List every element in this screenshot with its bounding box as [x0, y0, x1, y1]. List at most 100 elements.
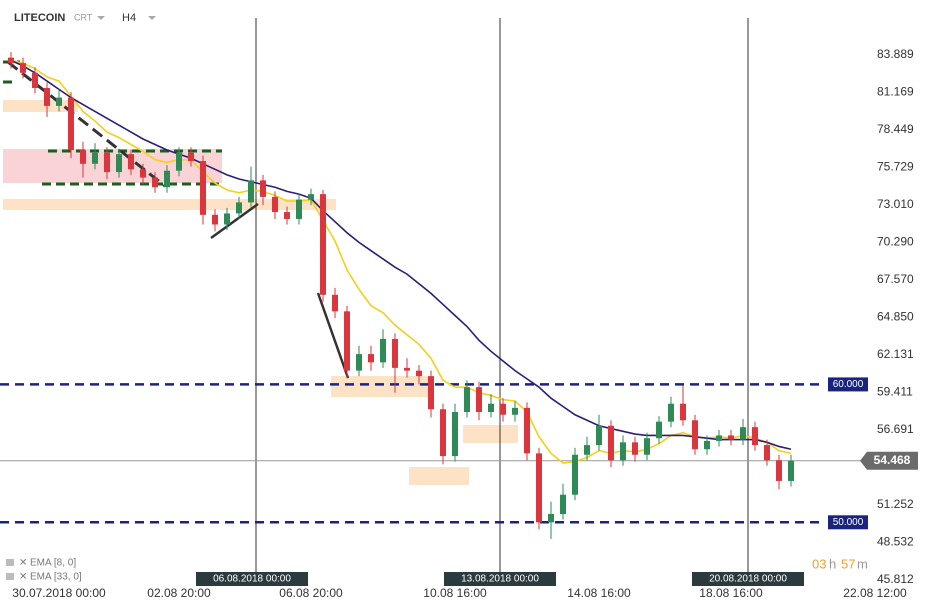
- level-label: 60.000: [833, 379, 864, 390]
- candle-body: [536, 453, 542, 523]
- legend-icon[interactable]: [6, 559, 14, 566]
- last-price-bg: [860, 451, 918, 470]
- trend-line: [7, 60, 166, 188]
- candle-body: [416, 370, 422, 377]
- candle-body: [368, 354, 374, 363]
- timeframe[interactable]: H4: [122, 12, 136, 24]
- y-tick-label: 81.169: [877, 85, 914, 99]
- zone: [3, 199, 336, 210]
- x-tick-label: 30.07.2018 00:00: [12, 586, 106, 600]
- candle-body: [80, 150, 86, 164]
- candle-body: [68, 97, 74, 151]
- candle-body: [32, 72, 38, 88]
- separator-label-bg: [692, 572, 804, 586]
- candle-body: [224, 213, 230, 225]
- y-tick-label: 73.010: [877, 197, 914, 211]
- timer-minutes: 57: [841, 556, 855, 571]
- x-tick-label: 10.08 16:00: [423, 586, 487, 600]
- candle-body: [272, 196, 278, 213]
- candle-body: [512, 407, 518, 415]
- candle-body: [764, 445, 770, 461]
- timer-unit: m: [857, 556, 868, 571]
- y-tick-label: 83.889: [877, 47, 914, 61]
- candle-body: [248, 180, 254, 203]
- candle-body: [284, 212, 290, 219]
- dropdown-arrow[interactable]: [148, 16, 156, 20]
- candle-body: [608, 425, 614, 461]
- candle-body: [668, 403, 674, 422]
- separators: 06.08.2018 00:00 13.08.2018 00:00 20.08.…: [196, 18, 804, 586]
- candle-body: [596, 425, 602, 446]
- candle-body: [476, 387, 482, 412]
- timer-unit: h: [829, 556, 836, 571]
- x-tick-label: 18.08 16:00: [699, 586, 763, 600]
- candle-body: [92, 152, 98, 164]
- x-tick-label: 22.08 12:00: [843, 586, 907, 600]
- candle-body: [524, 407, 530, 454]
- candle-body: [44, 87, 50, 106]
- dropdown-arrow[interactable]: [97, 16, 105, 20]
- candle-body: [428, 376, 434, 410]
- y-tick-label: 59.411: [877, 385, 913, 399]
- y-tick-label: 51.252: [877, 497, 914, 511]
- candle-body: [332, 294, 338, 312]
- trend-line: [210, 202, 259, 240]
- candle-body: [776, 460, 782, 481]
- separator-label: 20.08.2018 00:00: [709, 574, 787, 585]
- candle-body: [296, 199, 302, 219]
- candle-body: [104, 152, 110, 173]
- legend-close[interactable]: ✕: [19, 572, 27, 583]
- indicator-line: [10, 59, 792, 464]
- candle-body: [404, 367, 410, 371]
- legend: ✕ EMA [8, 0] ✕ EMA [33, 0]: [6, 558, 82, 583]
- y-tick-label: 64.850: [877, 310, 914, 324]
- y-tick-label: 45.812: [877, 572, 914, 586]
- last-price-tag: 54.468: [860, 451, 918, 470]
- legend-close[interactable]: ✕: [19, 558, 27, 569]
- quote: CRT: [74, 12, 93, 22]
- candle-body: [392, 338, 398, 368]
- candle-body: [140, 169, 146, 178]
- candle-body: [632, 442, 638, 455]
- candle-body: [716, 435, 722, 441]
- candle-body: [704, 440, 710, 450]
- zone: [463, 425, 518, 443]
- candle-body: [380, 338, 386, 363]
- candle-body: [200, 161, 206, 215]
- candle-body: [500, 403, 506, 415]
- zone: [331, 376, 428, 397]
- level-label: 50.000: [833, 517, 864, 528]
- timer-hours: 03: [812, 556, 826, 571]
- candle-body: [152, 177, 158, 188]
- candle-body: [680, 403, 686, 421]
- candle-body: [752, 427, 758, 446]
- y-tick-label: 67.570: [877, 272, 914, 286]
- candle-body: [584, 445, 590, 455]
- legend-label: EMA [8, 0]: [30, 558, 76, 569]
- legend-icon[interactable]: [6, 573, 14, 580]
- candle-body: [620, 442, 626, 461]
- y-tick-label: 48.532: [877, 535, 914, 549]
- candle-body: [344, 311, 350, 371]
- candle-body: [308, 194, 314, 200]
- candle-body: [464, 387, 470, 412]
- symbol: LITECOIN: [14, 12, 65, 24]
- x-tick-label: 06.08 20:00: [279, 586, 343, 600]
- candle-body: [656, 421, 662, 439]
- candle-body: [440, 409, 446, 457]
- y-tick-label: 70.290: [877, 235, 914, 249]
- candle-body: [236, 202, 242, 214]
- legend-label: EMA [33, 0]: [30, 572, 82, 583]
- x-tick-label: 02.08 20:00: [147, 586, 211, 600]
- candle-body: [260, 180, 266, 197]
- candle-body: [572, 454, 578, 495]
- candle-body: [188, 152, 194, 162]
- candle-body: [788, 460, 794, 481]
- y-tick-label: 62.131: [877, 347, 914, 361]
- separator-label: 06.08.2018 00:00: [213, 574, 291, 585]
- candle-body: [8, 57, 14, 64]
- candle-body: [320, 194, 326, 295]
- candle-body: [20, 63, 26, 73]
- separator-label-bg: [444, 572, 556, 586]
